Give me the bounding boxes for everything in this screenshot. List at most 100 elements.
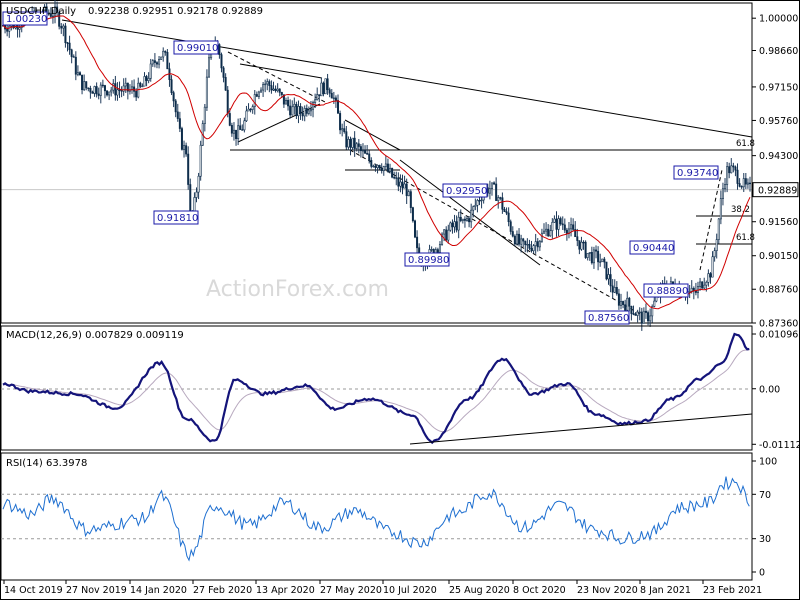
- candle: [557, 215, 560, 237]
- x-tick-label: 14 Jan 2020: [130, 585, 187, 596]
- candle: [89, 85, 92, 99]
- candle: [603, 256, 606, 269]
- candle: [391, 167, 394, 179]
- candle: [162, 47, 165, 62]
- channel-line: [399, 159, 541, 266]
- candle: [185, 142, 188, 157]
- price-annotation: 0.88890: [643, 283, 689, 298]
- candle: [239, 118, 242, 130]
- candle: [364, 145, 367, 154]
- chart-header-symbol: USDCHF,Daily: [6, 6, 76, 17]
- candle: [170, 75, 173, 96]
- candle: [158, 55, 161, 69]
- candle: [155, 61, 158, 69]
- candle: [166, 49, 169, 70]
- candle: [509, 219, 512, 235]
- candle: [493, 181, 496, 186]
- candle: [337, 94, 340, 114]
- rsi-tick-label: 30: [759, 534, 771, 545]
- macd-tick-label: 0.010967: [759, 330, 800, 341]
- candle: [378, 164, 381, 170]
- candle: [151, 59, 154, 67]
- chart-header-ohlc: 0.92238 0.92951 0.92178 0.92889: [88, 6, 263, 17]
- candle: [441, 232, 444, 246]
- candle: [642, 307, 645, 324]
- price-tick-label: 0.87360: [759, 319, 798, 330]
- candle: [301, 106, 304, 121]
- candle: [574, 221, 577, 238]
- rsi-title: RSI(14) 63.3978: [6, 458, 87, 469]
- candle: [237, 118, 240, 146]
- candle: [688, 284, 691, 299]
- candle: [95, 82, 98, 98]
- candle: [605, 261, 608, 281]
- x-tick-label: 13 Apr 2020: [256, 585, 315, 596]
- candle: [536, 238, 539, 252]
- candle: [449, 221, 452, 232]
- candle: [51, 9, 54, 24]
- candle: [339, 110, 342, 135]
- watermark: ActionForex.com: [206, 277, 389, 302]
- candle: [476, 198, 479, 213]
- x-tick-label: 23 Nov 2020: [577, 585, 638, 596]
- candle: [599, 253, 602, 267]
- candle: [99, 82, 102, 104]
- candle: [81, 74, 84, 95]
- macd-title: MACD(12,26,9) 0.007829 0.009119: [6, 330, 184, 341]
- candle: [393, 171, 396, 180]
- candle: [368, 150, 371, 164]
- candle: [249, 108, 252, 113]
- candle: [499, 196, 502, 201]
- price-annotation: 0.87560: [584, 310, 630, 325]
- candle: [582, 240, 585, 250]
- candle: [628, 296, 631, 312]
- candle: [455, 215, 458, 233]
- candle: [634, 312, 637, 316]
- candle: [746, 178, 749, 189]
- candle: [108, 91, 111, 101]
- candle: [153, 53, 156, 68]
- x-axis: 14 Oct 2019 27 Nov 2019 14 Jan 2020 27 Feb …: [3, 580, 762, 596]
- moving-average-line: [2, 15, 751, 310]
- candle: [721, 182, 724, 206]
- candle: [345, 126, 348, 150]
- price-candles: [1, 0, 751, 331]
- candle: [466, 215, 469, 222]
- macd-trendline: [409, 413, 753, 445]
- candle: [713, 247, 716, 262]
- candle: [744, 172, 747, 189]
- candle: [518, 228, 521, 247]
- candle: [463, 216, 466, 228]
- candle: [178, 111, 181, 133]
- candle: [164, 50, 167, 56]
- candle: [361, 143, 364, 158]
- candle: [160, 56, 163, 60]
- price-annotation: 0.90440: [629, 240, 675, 255]
- price-annotation-text: 0.92950: [446, 186, 487, 197]
- candle: [615, 281, 618, 296]
- candle: [715, 233, 718, 259]
- channel-top: [344, 119, 401, 151]
- candle: [632, 305, 635, 316]
- candle: [495, 177, 498, 201]
- candle: [644, 303, 647, 319]
- candle: [601, 258, 604, 263]
- candle: [255, 91, 258, 98]
- candle: [106, 90, 109, 97]
- candle: [534, 233, 537, 254]
- candle: [389, 163, 392, 174]
- price-annotation: 0.99010: [173, 40, 219, 55]
- candle: [370, 157, 373, 169]
- candle: [316, 87, 319, 101]
- candle: [732, 162, 735, 173]
- candle: [220, 52, 223, 73]
- candle: [636, 309, 639, 323]
- candle: [401, 174, 404, 195]
- candle: [640, 307, 643, 331]
- candle: [137, 77, 140, 99]
- rsi-tick-label: 100: [759, 457, 777, 468]
- candle: [349, 136, 352, 156]
- candle: [380, 163, 383, 174]
- candle: [303, 105, 306, 122]
- candle: [224, 73, 227, 91]
